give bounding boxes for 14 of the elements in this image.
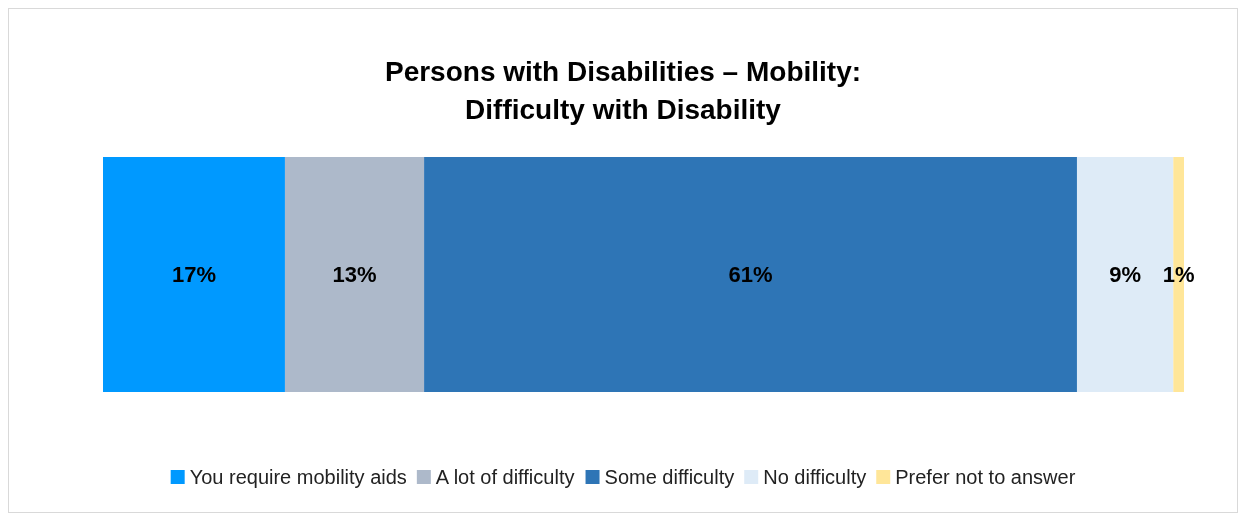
- legend-label: Some difficulty: [604, 466, 735, 488]
- legend-label: You require mobility aids: [189, 466, 407, 488]
- data-label: 1%: [1162, 262, 1195, 287]
- bar: [424, 157, 1077, 392]
- chart-title: Persons with Disabilities – Mobility: Difficulty with Disability: [384, 55, 862, 125]
- legend-label: A lot of difficulty: [435, 466, 575, 488]
- data-label: 9%: [1109, 262, 1142, 287]
- bar: [284, 157, 425, 392]
- legend-label: No difficulty: [763, 466, 867, 488]
- data-label: 61%: [728, 262, 773, 287]
- data-label: 17%: [171, 262, 216, 287]
- bar: [103, 157, 285, 392]
- data-label: 13%: [332, 262, 377, 287]
- legend-label: Prefer not to answer: [895, 466, 1076, 488]
